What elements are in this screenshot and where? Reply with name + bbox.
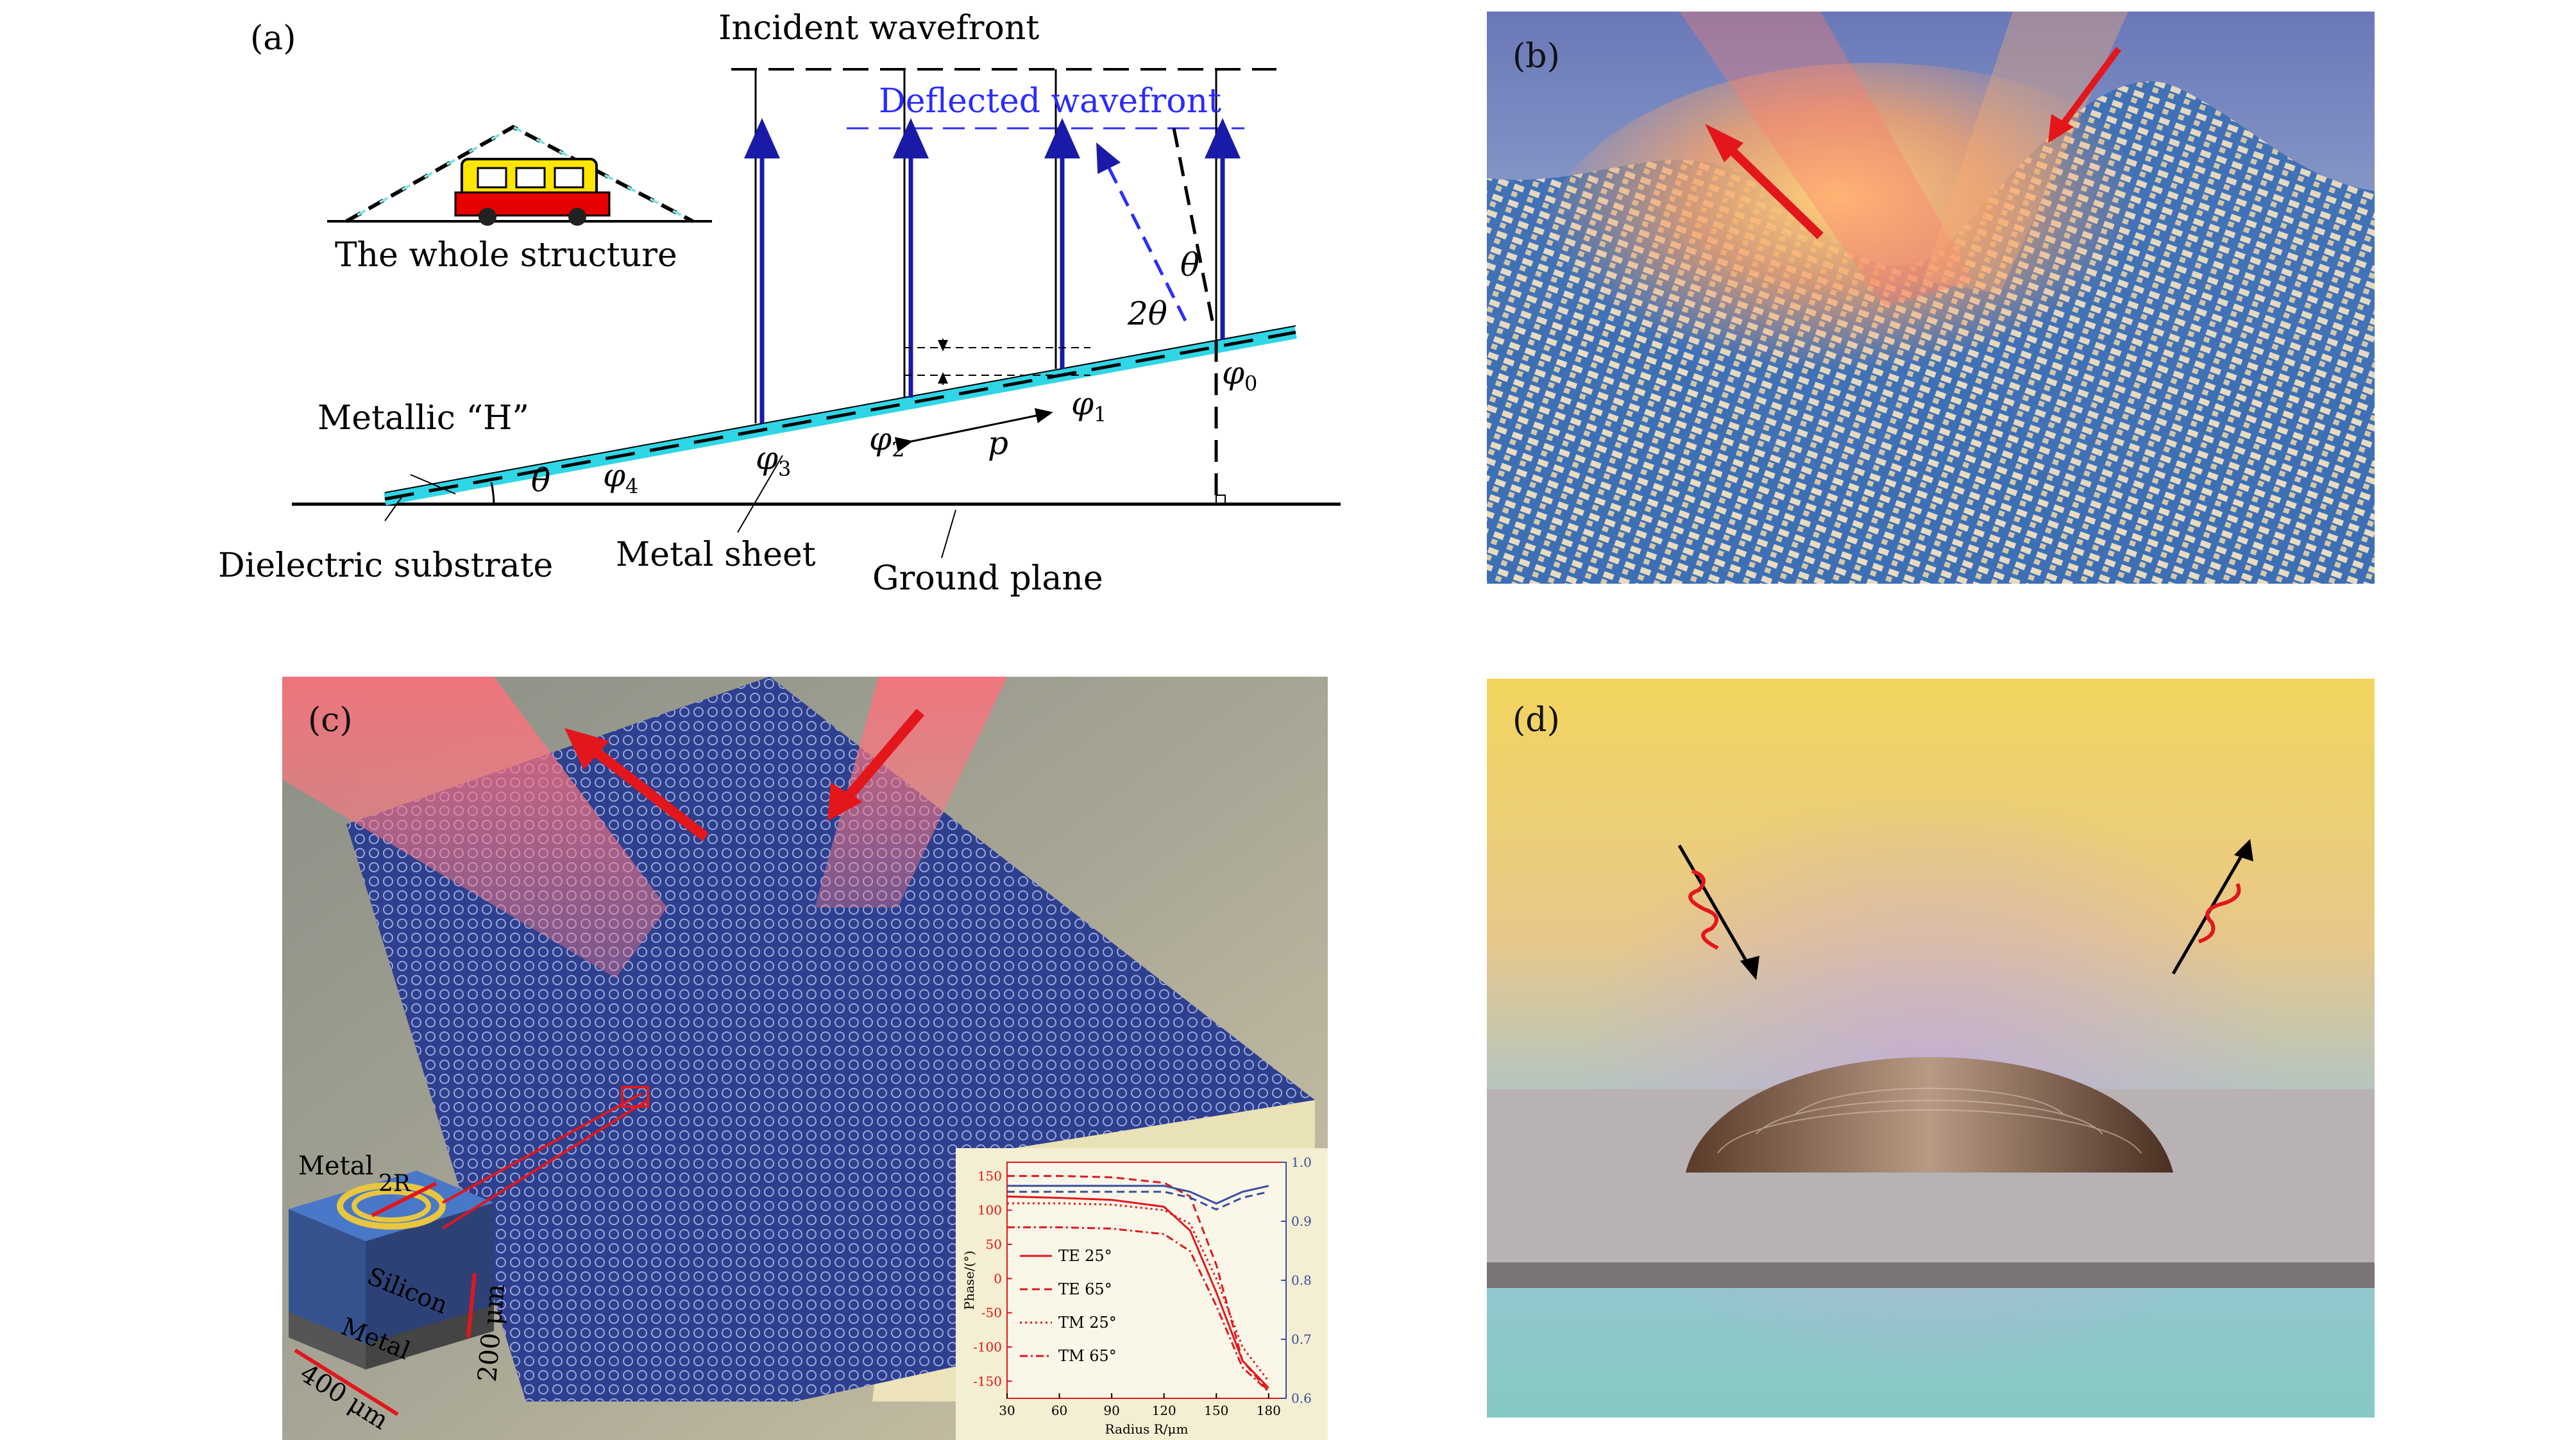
x-axis-label: Radius R/μm [1105, 1421, 1189, 1437]
p-label: p [988, 425, 1009, 462]
phi3-label: φ3 [756, 439, 792, 481]
theta-top-label: θ [1180, 246, 1200, 284]
y-tick-label: 100 [978, 1203, 1002, 1218]
x-tick-label: 30 [999, 1403, 1015, 1418]
panel-d: (d) [1487, 679, 2375, 1418]
y2-tick-label: 0.8 [1291, 1273, 1312, 1288]
series-right-line [1007, 1185, 1269, 1205]
y-tick-label: 150 [978, 1168, 1002, 1183]
series-line [1007, 1202, 1270, 1382]
panel-b-label: (b) [1513, 37, 1560, 76]
incident-rays [744, 69, 1241, 423]
whole-structure-inset [327, 124, 712, 226]
legend-entry: TM 25° [1058, 1314, 1117, 1332]
y-tick-label: -50 [981, 1305, 1002, 1321]
panel-c-label: (c) [308, 701, 353, 740]
phase-inset-chart: 150 100 50 0 -50 -100 -150 1.0 0.9 0.8 0.7 0.6 30 60 9… [956, 1148, 1328, 1440]
panel-b: (b) [1487, 12, 2375, 584]
y-axis-label: Phase/(°) [962, 1251, 977, 1310]
series-line [1007, 1226, 1269, 1393]
phi0-label: φ0 [1222, 354, 1258, 396]
metasurface-sheet [384, 325, 1297, 505]
two-theta-label: 2θ [1128, 295, 1167, 332]
metal-sheet-label: Metal sheet [616, 536, 816, 574]
theta-label: θ [531, 462, 551, 499]
incident-wavefront-label: Incident wavefront [718, 9, 1040, 47]
y-tick-label: 50 [986, 1237, 1002, 1252]
phi1-label: φ1 [1071, 385, 1107, 427]
panel-d-label: (d) [1513, 701, 1560, 740]
dome-metasurface [1686, 1057, 2173, 1173]
dielectric-substrate-label: Dielectric substrate [218, 546, 554, 585]
panel-b-illustration [1487, 12, 2375, 584]
y2-tick-label: 1.0 [1291, 1155, 1312, 1170]
x-tick-label: 180 [1257, 1403, 1281, 1418]
x-tick-label: 150 [1204, 1403, 1228, 1418]
y-tick-label: -150 [973, 1373, 1002, 1389]
deflected-wavefront-label: Deflected wavefront [879, 82, 1221, 121]
polarization-arrow-left [1677, 844, 1752, 969]
legend-entry: TE 25° [1058, 1247, 1112, 1265]
y-tick-label: -100 [973, 1339, 1002, 1355]
series-line [1006, 1195, 1269, 1389]
incident-beam-arrow [842, 708, 925, 802]
phase-chart-svg: 150 100 50 0 -50 -100 -150 1.0 0.9 0.8 0.7 0.6 30 60 9… [956, 1148, 1328, 1440]
x-tick-label: 120 [1152, 1403, 1176, 1418]
x-tick-label: 60 [1051, 1403, 1067, 1418]
panel-d-illustration [1487, 679, 2375, 1418]
y2-tick-label: 0.6 [1291, 1391, 1312, 1406]
reflected-arrow [1721, 139, 1824, 240]
two-r-label: 2R [378, 1171, 411, 1197]
metal-top-label: Metal [298, 1151, 374, 1181]
panel-a-diagram [292, 68, 1341, 559]
reflected-beam-arrow [587, 743, 709, 842]
panel-c: (c) Metal 2R Silicon Metal 400 μm 200 μm… [282, 677, 1328, 1440]
legend-entry: TM 65° [1058, 1347, 1117, 1365]
metallic-h-label: Metallic “H” [318, 399, 529, 437]
panel-a-label: (a) [250, 19, 296, 58]
series-right-line [1007, 1190, 1269, 1211]
y-tick-label: 0 [994, 1271, 1002, 1286]
panel-a: (a) Incident wavefront Deflected wavefro… [192, 0, 1347, 616]
unit-cell-inset [289, 1086, 649, 1416]
whole-structure-label: The whole structure [335, 236, 677, 275]
phi2-label: φ2 [869, 420, 905, 462]
y2-tick-label: 0.7 [1291, 1332, 1312, 1347]
legend-entry: TE 65° [1058, 1280, 1112, 1298]
phi4-label: φ4 [603, 457, 639, 498]
ground-plane-label: Ground plane [872, 559, 1103, 598]
y2-tick-label: 0.9 [1291, 1214, 1312, 1229]
x-tick-label: 90 [1103, 1403, 1119, 1418]
incident-arrow [2058, 47, 2122, 129]
